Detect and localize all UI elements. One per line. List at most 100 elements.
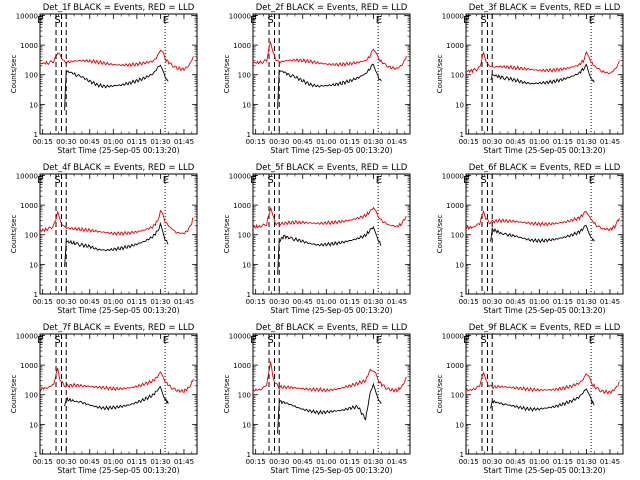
y-tick-label: 10000 [16,332,38,340]
x-axis-label: Start Time (25-Sep-05 00:13:20) [58,306,180,315]
event-marker-label: E [589,175,595,186]
plot-frame [465,333,624,455]
x-tick-label: 01:30 [576,458,596,466]
y-tick-label: 10000 [442,172,464,180]
x-tick-label: 01:15 [127,458,147,466]
series-line-events [490,225,595,244]
x-tick-label: 01:30 [150,298,170,306]
y-tick-label: 1000 [446,202,464,210]
x-tick-label: 00:45 [293,298,313,306]
panel-title: Det_1f BLACK = Events, RED = LLD [43,3,195,13]
y-tick-label: 10 [29,261,38,269]
x-tick-label: 00:30 [269,298,289,306]
event-marker-label: E [250,175,256,186]
y-tick-label: 10000 [442,12,464,20]
y-tick-label: 100 [238,392,251,400]
plot-frame [252,333,411,455]
event-marker-label: E [163,175,169,186]
y-tick-label: 100 [451,232,464,240]
event-marker-label: E [376,15,382,26]
y-tick-label: 100 [25,72,38,80]
event-marker-label: S [54,175,60,186]
x-tick-label: 00:30 [269,458,289,466]
y-axis-label: Counts/sec [10,375,18,414]
x-tick-label: 00:45 [80,298,100,306]
x-axis-label: Start Time (25-Sep-05 00:13:20) [58,146,180,155]
x-axis-label: Start Time (25-Sep-05 00:13:20) [484,466,606,475]
x-tick-label: 00:30 [482,298,502,306]
y-tick-label: 1 [247,451,251,459]
y-tick-label: 10000 [442,332,464,340]
series-line-lld [252,361,407,393]
x-tick-label: 01:45 [600,298,620,306]
x-tick-label: 01:30 [576,138,596,146]
plot-frame [39,13,198,135]
x-tick-label: 00:15 [459,298,479,306]
y-tick-label: 1 [460,291,464,299]
x-tick-label: 01:00 [316,458,336,466]
detector-panel: Det_6f BLACK = Events, RED = LLD 1 10 100 10… [436,163,624,315]
x-tick-label: 00:15 [459,138,479,146]
y-tick-label: 1 [247,291,251,299]
panel-title: Det_5f BLACK = Events, RED = LLD [256,163,408,173]
series-line-events [277,382,382,434]
panel-title: Det_3f BLACK = Events, RED = LLD [469,3,621,13]
x-tick-label: 00:30 [482,458,502,466]
x-tick-label: 00:30 [56,458,76,466]
y-tick-label: 1 [34,131,38,139]
plot-frame [465,173,624,295]
event-marker-label: S [267,15,273,26]
event-marker-label: E [463,15,469,26]
detector-panel: Det_9f BLACK = Events, RED = LLD 1 10 100 10… [436,323,624,475]
x-tick-label: 00:15 [246,138,266,146]
x-tick-label: 00:15 [33,298,53,306]
x-tick-label: 01:00 [103,298,123,306]
x-tick-label: 01:45 [387,138,407,146]
x-tick-label: 01:30 [363,138,383,146]
event-marker-label: E [37,15,43,26]
x-tick-label: 00:45 [80,138,100,146]
y-tick-label: 10 [242,261,251,269]
y-tick-label: 1000 [446,42,464,50]
x-tick-label: 01:45 [387,458,407,466]
x-tick-label: 01:15 [127,298,147,306]
panel-title: Det_4f BLACK = Events, RED = LLD [43,163,195,173]
event-marker-label: E [463,175,469,186]
x-tick-label: 01:30 [363,298,383,306]
x-tick-label: 01:00 [529,298,549,306]
x-tick-label: 00:45 [293,138,313,146]
x-tick-label: 00:30 [56,298,76,306]
y-tick-label: 10000 [229,332,251,340]
x-tick-label: 01:45 [174,458,194,466]
y-tick-label: 1000 [233,362,251,370]
y-tick-label: 1000 [20,42,38,50]
x-tick-label: 00:45 [506,458,526,466]
event-marker-label: S [480,335,486,346]
x-tick-label: 01:45 [174,138,194,146]
y-tick-label: 10 [29,421,38,429]
panel-title: Det_6f BLACK = Events, RED = LLD [469,163,621,173]
x-tick-label: 01:15 [553,298,573,306]
x-tick-label: 01:00 [103,458,123,466]
x-tick-label: 00:30 [269,138,289,146]
detector-panel: Det_4f BLACK = Events, RED = LLD 1 10 100 10… [10,163,198,315]
x-tick-label: 01:45 [387,298,407,306]
series-line-events [490,388,595,413]
event-marker-label: E [589,335,595,346]
y-tick-label: 1 [34,291,38,299]
y-tick-label: 10000 [229,12,251,20]
y-tick-label: 10000 [16,172,38,180]
event-marker-label: S [54,335,60,346]
x-axis-label: Start Time (25-Sep-05 00:13:20) [484,306,606,315]
event-marker-label: E [376,175,382,186]
event-marker-label: S [267,335,273,346]
series-line-events [277,225,382,275]
y-tick-label: 10 [455,421,464,429]
x-axis-label: Start Time (25-Sep-05 00:13:20) [484,146,606,155]
x-tick-label: 01:00 [529,138,549,146]
plot-frame [252,173,411,295]
series-line-lld [39,49,194,72]
plot-frame [465,13,624,135]
series-line-lld [252,40,407,71]
x-tick-label: 00:15 [459,458,479,466]
